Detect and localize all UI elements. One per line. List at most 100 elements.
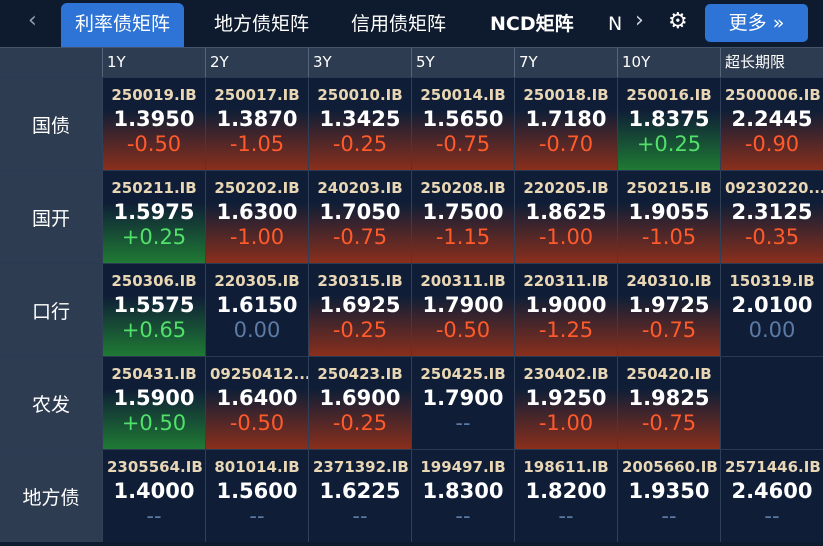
bond-code: 250215.IB (626, 179, 712, 197)
bond-cell[interactable]: 2571446.IB 2.4600 -- (720, 450, 823, 542)
column-header: 2Y (205, 48, 308, 77)
bond-code: 250017.IB (214, 86, 300, 104)
bond-code: 220205.IB (523, 179, 609, 197)
bond-yield: 1.9250 (525, 386, 607, 410)
bond-yield: 1.6925 (319, 293, 401, 317)
bond-cell[interactable]: 250014.IB 1.5650 -0.75 (411, 78, 514, 170)
bond-cell[interactable]: 250017.IB 1.3870 -1.05 (205, 78, 308, 170)
bond-code: 2305564.IB (107, 458, 203, 476)
bond-yield: 2.0100 (731, 293, 813, 317)
bond-cell[interactable]: 2371392.IB 1.6225 -- (308, 450, 411, 542)
bond-code: 250306.IB (111, 272, 197, 290)
bond-cell[interactable]: 09250412... 1.6400 -0.50 (205, 357, 308, 449)
bond-cell[interactable]: 230315.IB 1.6925 -0.25 (308, 264, 411, 356)
bond-code: 230315.IB (317, 272, 403, 290)
bond-yield: 1.6300 (216, 200, 298, 224)
bond-cell[interactable]: 250215.IB 1.9055 -1.05 (617, 171, 720, 263)
bond-cell[interactable]: 199497.IB 1.8300 -- (411, 450, 514, 542)
bond-yield: 1.5600 (216, 479, 298, 503)
yield-change: -- (764, 504, 780, 528)
yield-change: -- (661, 504, 677, 528)
bond-cell[interactable]: 250016.IB 1.8375 +0.25 (617, 78, 720, 170)
yield-change: -1.05 (229, 132, 285, 156)
yield-change: -0.50 (435, 318, 491, 342)
bond-cell[interactable]: 220205.IB 1.8625 -1.00 (514, 171, 617, 263)
bond-yield: 1.9725 (628, 293, 710, 317)
bond-yield: 1.9055 (628, 200, 710, 224)
bond-cell[interactable]: 2305564.IB 1.4000 -- (102, 450, 205, 542)
bond-code: 250202.IB (214, 179, 300, 197)
yield-change: -0.75 (332, 225, 388, 249)
bond-cell[interactable]: 250420.IB 1.9825 -0.75 (617, 357, 720, 449)
yield-change: +0.65 (121, 318, 187, 342)
bond-cell[interactable]: 150319.IB 2.0100 0.00 (720, 264, 823, 356)
tab-ncd-matrix[interactable]: NCD矩阵 (490, 13, 574, 35)
tab-credit-bond-matrix[interactable]: 信用债矩阵 (351, 13, 447, 35)
yield-change: 0.00 (233, 318, 281, 342)
bond-cell (720, 357, 823, 449)
yield-change: -0.35 (744, 225, 800, 249)
chevron-right-icon[interactable]: › (635, 8, 644, 33)
row-label: 农发 (0, 357, 102, 449)
bond-code: 09230220... (725, 179, 823, 197)
yield-change: +0.25 (636, 132, 702, 156)
bond-cell[interactable]: 250425.IB 1.7900 -- (411, 357, 514, 449)
bond-code: 09250412... (210, 365, 308, 383)
bond-cell[interactable]: 220311.IB 1.9000 -1.25 (514, 264, 617, 356)
bond-cell[interactable]: 250423.IB 1.6900 -0.25 (308, 357, 411, 449)
bond-code: 200311.IB (420, 272, 506, 290)
yield-change: -0.50 (229, 411, 285, 435)
bond-yield: 2.2445 (731, 107, 813, 131)
bond-cell[interactable]: 230402.IB 1.9250 -1.00 (514, 357, 617, 449)
bond-cell[interactable]: 250208.IB 1.7500 -1.15 (411, 171, 514, 263)
bond-cell[interactable]: 2500006.IB 2.2445 -0.90 (720, 78, 823, 170)
more-button[interactable]: 更多 » (705, 4, 808, 42)
bond-code: 801014.IB (214, 458, 300, 476)
bond-cell[interactable]: 200311.IB 1.7900 -0.50 (411, 264, 514, 356)
bond-cell[interactable]: 801014.IB 1.5600 -- (205, 450, 308, 542)
bond-code: 250425.IB (420, 365, 506, 383)
row-label: 口行 (0, 264, 102, 356)
bond-cell[interactable]: 250306.IB 1.5575 +0.65 (102, 264, 205, 356)
bond-cell[interactable]: 240310.IB 1.9725 -0.75 (617, 264, 720, 356)
bond-cell[interactable]: 250431.IB 1.5900 +0.50 (102, 357, 205, 449)
bond-cell[interactable]: 250202.IB 1.6300 -1.00 (205, 171, 308, 263)
bond-yield: 1.8375 (628, 107, 710, 131)
column-header-row: 1Y 2Y 3Y 5Y 7Y 10Y 超长期限 (0, 47, 823, 77)
bond-yield: 1.5650 (422, 107, 504, 131)
bond-cell[interactable]: 250018.IB 1.7180 -0.70 (514, 78, 617, 170)
tab-bar: ‹ 利率债矩阵 地方债矩阵 信用债矩阵 NCD矩阵 N › ⚙ 更多 » (0, 0, 823, 47)
tab-rate-bond-matrix[interactable]: 利率债矩阵 (61, 3, 185, 47)
rate-bond-matrix: 1Y 2Y 3Y 5Y 7Y 10Y 超长期限 国债 250019.IB 1.3950 -0.… (0, 47, 823, 542)
yield-change: +0.50 (121, 411, 187, 435)
bond-yield: 1.6225 (319, 479, 401, 503)
column-header: 1Y (102, 48, 205, 77)
yield-change: -0.75 (641, 411, 697, 435)
bond-cell[interactable]: 09230220... 2.3125 -0.35 (720, 171, 823, 263)
bond-code: 2500006.IB (725, 86, 821, 104)
bond-cell[interactable]: 240203.IB 1.7050 -0.75 (308, 171, 411, 263)
yield-change: -- (249, 504, 265, 528)
table-row: 口行 250306.IB 1.5575 +0.65 220305.IB 1.6150… (0, 263, 823, 356)
column-header: 3Y (308, 48, 411, 77)
row-label: 国债 (0, 78, 102, 170)
bond-yield: 1.6150 (216, 293, 298, 317)
bond-cell[interactable]: 250010.IB 1.3425 -0.25 (308, 78, 411, 170)
bond-yield: 1.3870 (216, 107, 298, 131)
table-row: 农发 250431.IB 1.5900 +0.50 09250412... 1.64… (0, 356, 823, 449)
bond-code: 250018.IB (523, 86, 609, 104)
bond-cell[interactable]: 198611.IB 1.8200 -- (514, 450, 617, 542)
bond-cell[interactable]: 250019.IB 1.3950 -0.50 (102, 78, 205, 170)
bond-cell[interactable]: 220305.IB 1.6150 0.00 (205, 264, 308, 356)
bond-cell[interactable]: 250211.IB 1.5975 +0.25 (102, 171, 205, 263)
chevron-left-icon[interactable]: ‹ (28, 8, 37, 33)
tab-truncated[interactable]: N (608, 13, 622, 35)
tab-local-bond-matrix[interactable]: 地方债矩阵 (214, 13, 310, 35)
gear-icon[interactable]: ⚙ (668, 9, 688, 34)
bond-cell[interactable]: 2005660.IB 1.9350 -- (617, 450, 720, 542)
bond-code: 250420.IB (626, 365, 712, 383)
bond-yield: 1.5900 (113, 386, 195, 410)
bond-code: 250431.IB (111, 365, 197, 383)
bond-code: 199497.IB (420, 458, 506, 476)
bond-yield: 1.7900 (422, 293, 504, 317)
